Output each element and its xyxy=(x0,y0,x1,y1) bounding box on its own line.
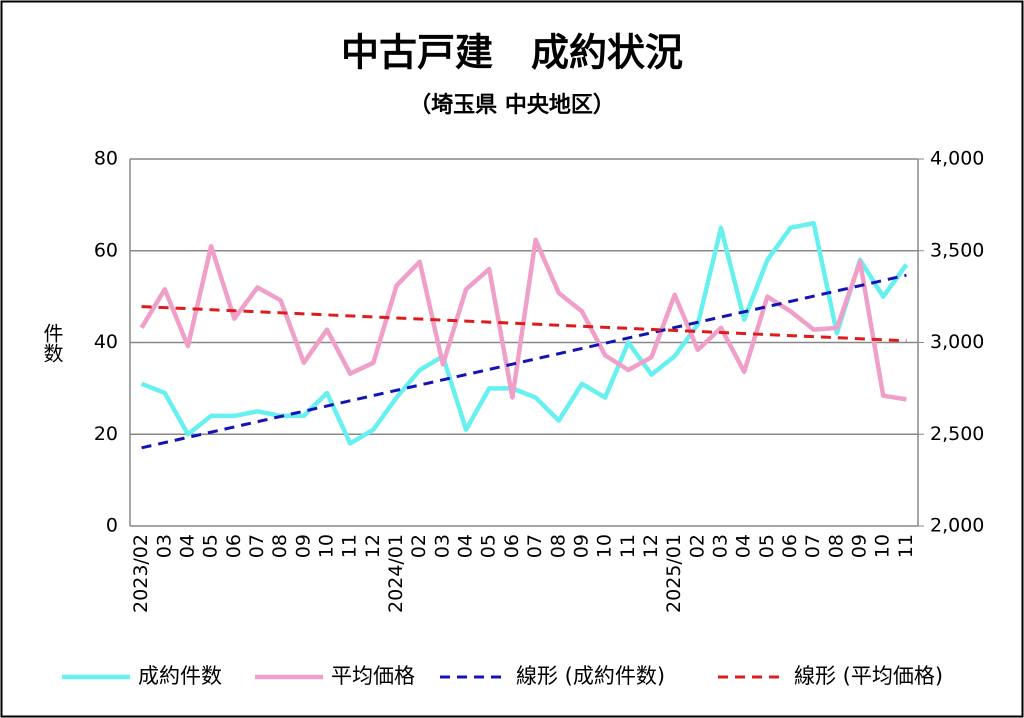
x-tick-label: 10 xyxy=(316,534,338,558)
x-tick-label: 11 xyxy=(339,534,361,558)
trend-line xyxy=(141,305,907,343)
legend-label: 線形 (平均価格) xyxy=(794,664,943,688)
x-tick-label: 07 xyxy=(246,534,268,558)
x-tick-label: 10 xyxy=(594,534,616,558)
x-tick-label: 12 xyxy=(362,534,384,558)
x-tick-label: 09 xyxy=(570,534,592,558)
legend-label: 成約件数 xyxy=(138,664,222,688)
x-tick-label: 2025/01 xyxy=(663,534,685,613)
x-tick-label: 04 xyxy=(733,534,755,558)
x-tick-label: 11 xyxy=(895,534,917,558)
x-tick-label: 12 xyxy=(640,534,662,558)
x-tick-label: 09 xyxy=(849,534,871,558)
x-tick-label: 03 xyxy=(153,534,175,558)
x-tick-label: 05 xyxy=(200,534,222,558)
x-tick-label: 02 xyxy=(686,534,708,558)
x-tick-label: 03 xyxy=(710,534,732,558)
x-tick-label: 09 xyxy=(292,534,314,558)
trend-line xyxy=(141,273,907,450)
x-tick-label: 08 xyxy=(825,534,847,558)
x-tick-label: 07 xyxy=(524,534,546,558)
y-tick-label: 60 xyxy=(94,239,118,261)
y2-tick-label: 2,000 xyxy=(930,515,984,537)
y2-tick-label: 3,500 xyxy=(930,239,984,261)
y2-tick-label: 2,500 xyxy=(930,423,984,445)
x-tick-label: 07 xyxy=(802,534,824,558)
x-tick-label: 05 xyxy=(478,534,500,558)
y-tick-label: 40 xyxy=(94,331,118,353)
x-tick-label: 08 xyxy=(269,534,291,558)
x-tick-label: 06 xyxy=(501,534,523,558)
legend-label: 線形 (成約件数) xyxy=(516,664,665,688)
data-line xyxy=(140,220,909,446)
x-tick-label: 02 xyxy=(408,534,430,558)
chart-subtitle: （埼玉県 中央地区） xyxy=(409,92,615,118)
y-tick-label: 80 xyxy=(94,148,118,170)
x-tick-label: 2023/02 xyxy=(130,534,152,613)
x-tick-label: 08 xyxy=(547,534,569,558)
x-tick-label: 06 xyxy=(779,534,801,558)
x-tick-label: 03 xyxy=(431,534,453,558)
x-tick-label: 10 xyxy=(872,534,894,558)
x-tick-label: 05 xyxy=(756,534,778,558)
y-tick-label: 20 xyxy=(94,423,118,445)
legend-label: 平均価格 xyxy=(331,664,415,688)
x-tick-label: 2024/01 xyxy=(385,534,407,613)
x-tick-label: 11 xyxy=(617,534,639,558)
x-tick-label: 04 xyxy=(176,534,198,558)
chart-title: 中古戸建 成約状況 xyxy=(341,31,683,75)
y-axis-label: 件数 xyxy=(40,323,64,363)
y-tick-label: 0 xyxy=(106,515,118,537)
y2-tick-label: 3,000 xyxy=(930,331,984,353)
x-tick-label: 06 xyxy=(223,534,245,558)
x-tick-label: 04 xyxy=(455,534,477,558)
y2-tick-label: 4,000 xyxy=(930,148,984,170)
